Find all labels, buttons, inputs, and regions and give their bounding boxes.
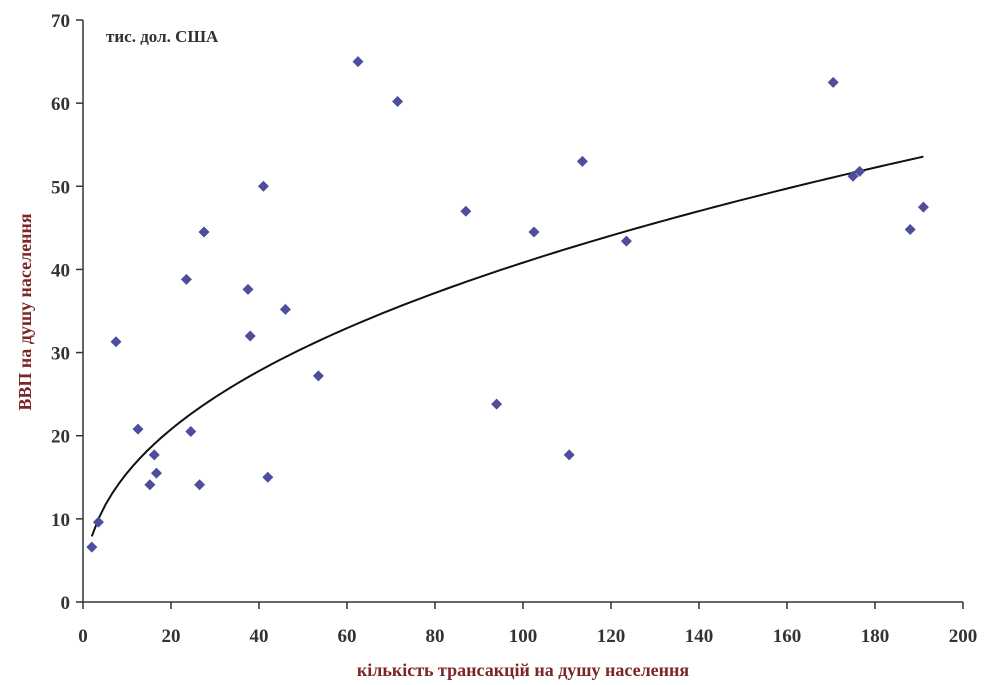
x-tick-label: 120 xyxy=(597,626,626,647)
x-tick-label: 140 xyxy=(685,626,714,647)
data-point xyxy=(132,423,144,435)
x-tick-label: 160 xyxy=(773,626,802,647)
data-point xyxy=(904,224,916,236)
data-point xyxy=(460,205,472,217)
x-tick-label: 20 xyxy=(162,626,181,647)
data-point xyxy=(827,76,839,88)
data-point xyxy=(185,426,197,438)
data-point xyxy=(262,471,274,483)
x-tick-label: 180 xyxy=(861,626,890,647)
data-point xyxy=(86,541,98,553)
y-tick-label: 10 xyxy=(51,510,70,531)
x-tick-label: 200 xyxy=(949,626,978,647)
x-axis-ticks: 0 20 40 60 80 100 120 140 160 180 200 xyxy=(78,602,977,647)
x-axis-title: кількість трансакцій на душу населення xyxy=(357,660,690,680)
axes xyxy=(82,20,963,603)
y-tick-label: 50 xyxy=(51,177,70,198)
unit-label: тис. дол. США xyxy=(106,27,219,46)
data-point xyxy=(576,155,588,167)
y-tick-label: 70 xyxy=(51,11,70,32)
data-point xyxy=(148,449,160,461)
data-point xyxy=(92,516,104,528)
data-point xyxy=(620,235,632,247)
y-tick-label: 60 xyxy=(51,94,70,115)
data-point xyxy=(352,56,364,68)
x-tick-label: 100 xyxy=(509,626,538,647)
y-tick-label: 20 xyxy=(51,427,70,448)
data-point xyxy=(180,273,192,285)
data-point xyxy=(563,449,575,461)
data-point xyxy=(491,398,503,410)
y-axis-title: ВВП на душу населення xyxy=(15,213,35,411)
data-point xyxy=(279,303,291,315)
data-point xyxy=(198,226,210,238)
y-tick-label: 40 xyxy=(51,260,70,281)
y-tick-label: 0 xyxy=(61,593,71,614)
data-points xyxy=(86,56,929,553)
data-point xyxy=(257,180,269,192)
y-tick-label: 30 xyxy=(51,344,70,365)
y-axis-ticks: 0 10 20 30 40 50 60 70 xyxy=(51,11,83,614)
trend-line xyxy=(90,155,924,537)
data-point xyxy=(110,336,122,348)
data-point xyxy=(312,370,324,382)
x-tick-label: 0 xyxy=(78,626,88,647)
data-point xyxy=(528,226,540,238)
x-tick-label: 80 xyxy=(426,626,445,647)
x-tick-label: 60 xyxy=(338,626,357,647)
x-tick-label: 40 xyxy=(250,626,269,647)
data-point xyxy=(194,479,206,491)
data-point xyxy=(144,479,156,491)
data-point xyxy=(917,201,929,213)
data-point xyxy=(242,283,254,295)
data-point xyxy=(847,170,859,182)
data-point xyxy=(150,467,162,479)
data-point xyxy=(244,330,256,342)
data-point xyxy=(854,165,866,177)
data-point xyxy=(392,95,404,107)
